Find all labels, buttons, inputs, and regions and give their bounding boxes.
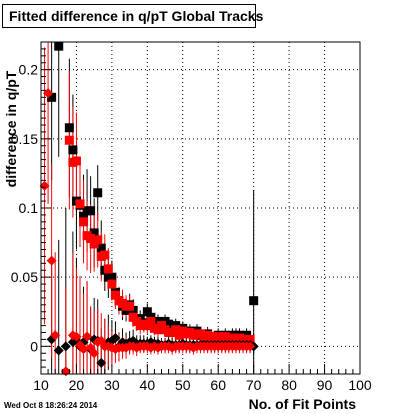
square-marker [171, 325, 181, 335]
x-tick-label: 30 [104, 377, 120, 393]
chart-title: Fitted difference in q/pT Global Tracks [2, 4, 263, 28]
diamond-marker [78, 344, 89, 355]
x-tick-label: 60 [210, 377, 226, 393]
square-marker [146, 316, 156, 326]
y-axis-label: difference in q/pT [3, 70, 19, 188]
x-tick-label: 50 [175, 377, 191, 393]
diamond-marker [53, 345, 64, 356]
square-marker [110, 290, 120, 300]
diamond-marker [82, 331, 93, 342]
square-marker [100, 250, 110, 260]
y-tick-label: 0.1 [19, 200, 39, 216]
square-marker [64, 135, 74, 145]
axis-ticks [40, 41, 361, 374]
square-marker [71, 156, 81, 166]
square-marker [164, 319, 174, 329]
square-marker [86, 206, 96, 216]
diamond-marker [110, 333, 121, 344]
square-marker [64, 123, 74, 133]
x-axis-label: No. of Fit Points [248, 396, 356, 412]
square-marker [96, 243, 106, 253]
y-tick-label: 0.2 [19, 62, 39, 78]
square-marker [107, 272, 117, 282]
x-tick-label: 100 [348, 377, 372, 393]
diamond-marker [50, 330, 61, 341]
square-marker [245, 334, 255, 344]
x-tick-label: 40 [140, 377, 156, 393]
square-marker [93, 188, 103, 198]
diamond-marker [96, 357, 107, 368]
square-marker [93, 235, 103, 245]
square-marker [249, 296, 259, 306]
square-marker [68, 145, 78, 155]
square-marker [142, 307, 152, 317]
x-tick-label: 20 [69, 377, 85, 393]
square-marker [86, 233, 96, 243]
diamond-marker [89, 348, 100, 359]
square-marker [107, 279, 117, 289]
x-tick-label: 80 [281, 377, 297, 393]
data-markers [39, 41, 259, 377]
diamond-marker [71, 331, 82, 342]
square-marker [47, 92, 57, 102]
x-tick-label: 90 [317, 377, 333, 393]
diamond-marker [60, 341, 71, 352]
x-tick-label: 70 [246, 377, 262, 393]
axis-tick-labels: 10 20 30 40 50 60 70 80 90 100 0 0.05 0.1 0.15 0.2 [11, 62, 372, 393]
x-tick-label: 10 [33, 377, 49, 393]
diamond-marker [245, 341, 256, 352]
diamond-marker [46, 255, 57, 266]
square-marker [103, 264, 113, 274]
square-marker [54, 41, 64, 51]
square-marker [79, 217, 89, 227]
y-tick-label: 0.15 [11, 131, 38, 147]
square-marker [125, 301, 135, 311]
diamond-marker [39, 180, 50, 191]
y-tick-label: 0.05 [11, 269, 38, 285]
square-marker [79, 211, 89, 221]
timestamp: Wed Oct 8 18:26:24 2014 [4, 401, 98, 410]
y-tick-label: 0 [30, 338, 38, 354]
square-marker [75, 199, 85, 209]
square-marker [89, 228, 99, 238]
